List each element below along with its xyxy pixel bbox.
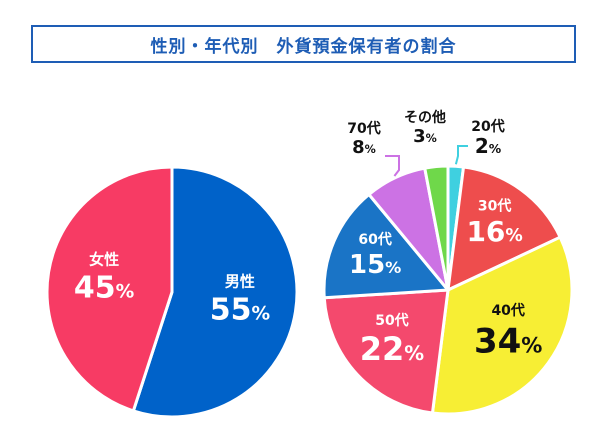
chart-title: 性別・年代別 外貨預金保有者の割合 (150, 36, 457, 57)
gender-label-1: 女性 (89, 251, 119, 269)
age-slice-6 (423, 164, 450, 292)
age-label-4: 60代 (358, 231, 391, 248)
age-leader-0 (454, 145, 468, 165)
chart-title-box: 性別・年代別 外貨預金保有者の割合 (31, 25, 576, 63)
gender-label-0: 男性 (225, 272, 255, 290)
age-label-2: 40代 (491, 302, 524, 319)
age-value-3: 22% (360, 330, 425, 368)
age-value-4: 15% (349, 250, 401, 280)
gender-slice-0 (131, 165, 299, 419)
age-value-2: 34% (474, 321, 542, 361)
age-leader-5 (385, 155, 400, 177)
age-label-3: 50代 (375, 312, 408, 329)
gender-value-1: 45% (74, 271, 135, 306)
age-label-6: その他 (404, 109, 446, 126)
age-value-1: 16% (466, 215, 522, 248)
age-slice-2 (430, 235, 574, 416)
age-value-5: 8% (352, 137, 376, 158)
age-slice-4 (322, 192, 450, 300)
age-label-1: 30代 (478, 197, 511, 214)
gender-slice-1 (45, 165, 174, 413)
age-label-5: 70代 (347, 120, 380, 137)
age-value-0: 2% (475, 134, 502, 158)
gender-value-0: 55% (210, 292, 271, 327)
gender-pie: 男性 55% 女性 45% (45, 165, 299, 419)
age-value-6: 3% (413, 126, 437, 147)
age-label-0: 20代 (471, 118, 504, 135)
age-slice-1 (446, 165, 562, 292)
age-slice-3 (322, 288, 450, 415)
